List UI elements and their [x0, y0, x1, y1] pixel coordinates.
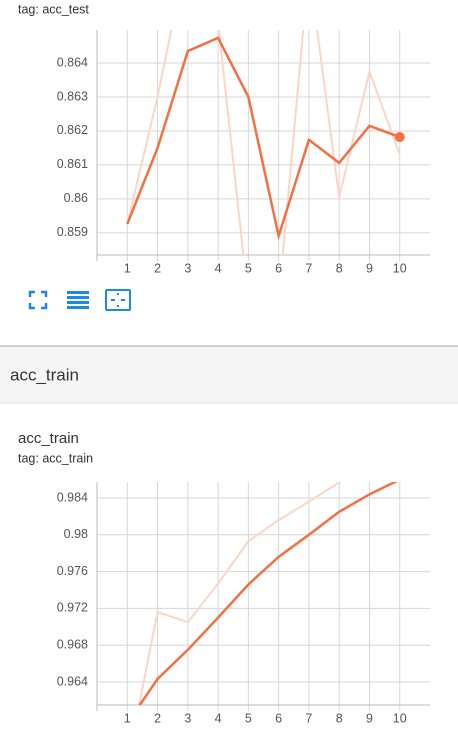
section-title: acc_train — [10, 365, 79, 384]
y-tick-label: 0.968 — [57, 637, 88, 651]
fit-domain-icon[interactable] — [105, 289, 131, 311]
x-tick-label: 8 — [336, 711, 343, 725]
x-tick-label: 4 — [215, 261, 222, 275]
x-tick-label: 6 — [275, 261, 282, 275]
series-line — [138, 482, 398, 705]
chart-title: acc_train — [18, 430, 79, 447]
x-tick-label: 3 — [184, 261, 191, 275]
point-marker — [394, 132, 405, 143]
y-tick-label: 0.861 — [57, 157, 88, 171]
x-tick-label: 5 — [245, 711, 252, 725]
x-tick-label: 6 — [275, 711, 282, 725]
y-tick-label: 0.863 — [57, 89, 88, 103]
x-tick-label: 7 — [305, 261, 312, 275]
x-tick-label: 2 — [154, 711, 161, 725]
x-tick-label: 4 — [215, 711, 222, 725]
y-tick-label: 0.86 — [64, 191, 88, 205]
chart-subtitle: tag: acc_test — [18, 2, 89, 16]
y-tick-label: 0.976 — [57, 564, 88, 578]
section-header — [0, 347, 458, 403]
y-tick-label: 0.862 — [57, 123, 88, 137]
chart-subtitle: tag: acc_train — [18, 451, 93, 465]
x-tick-label: 10 — [393, 261, 407, 275]
legend-icon[interactable] — [67, 291, 89, 309]
x-tick-label: 9 — [366, 261, 373, 275]
x-tick-label: 10 — [393, 711, 407, 725]
series-line — [126, 30, 401, 255]
x-tick-label: 9 — [366, 711, 373, 725]
y-tick-label: 0.984 — [57, 490, 88, 504]
y-tick-label: 0.864 — [57, 55, 88, 69]
y-tick-label: 0.964 — [57, 674, 88, 688]
y-tick-label: 0.859 — [57, 225, 88, 239]
series-line — [126, 36, 401, 241]
y-tick-label: 0.972 — [57, 601, 88, 615]
fullscreen-icon[interactable] — [28, 290, 48, 310]
x-tick-label: 1 — [124, 711, 131, 725]
x-tick-label: 8 — [336, 261, 343, 275]
x-tick-label: 7 — [305, 711, 312, 725]
x-tick-label: 3 — [184, 711, 191, 725]
series-line — [138, 482, 342, 705]
x-tick-label: 1 — [124, 261, 131, 275]
x-tick-label: 5 — [245, 261, 252, 275]
y-tick-label: 0.98 — [64, 527, 88, 541]
x-tick-label: 2 — [154, 261, 161, 275]
